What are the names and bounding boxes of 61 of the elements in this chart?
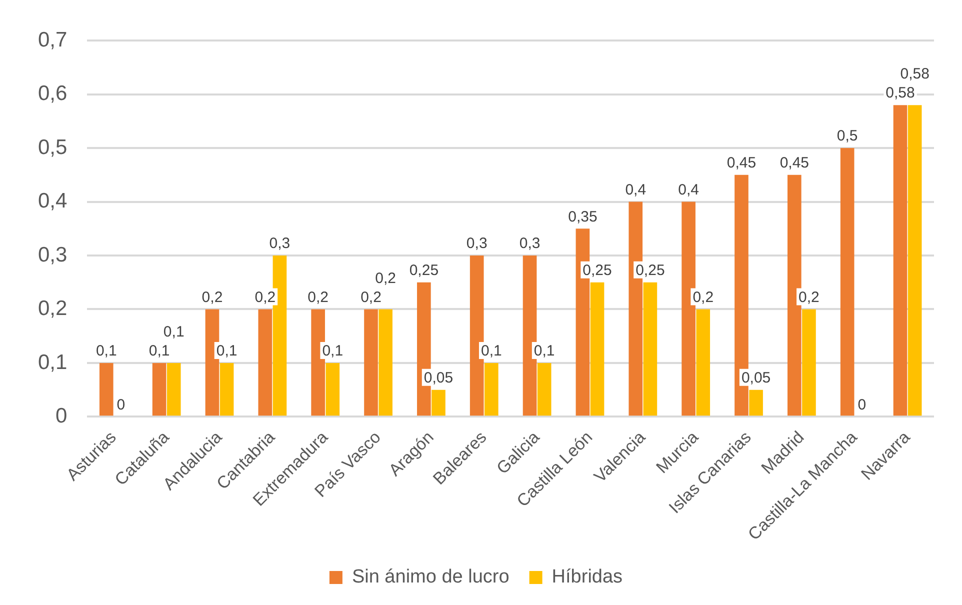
data-label: 0,45	[780, 154, 810, 172]
data-label: 0,2	[202, 288, 223, 306]
bar	[537, 362, 552, 416]
data-label: 0,3	[269, 235, 290, 252]
bar	[484, 362, 498, 416]
data-label: 0,1	[96, 342, 117, 360]
data-label: 0,3	[466, 235, 488, 252]
bar	[696, 309, 710, 416]
data-label: 0,5	[836, 128, 858, 145]
bar	[802, 309, 816, 416]
bar	[258, 309, 272, 416]
data-label: 0,25	[582, 262, 612, 280]
y-tick-label: 0,4	[38, 190, 68, 213]
bar	[840, 148, 854, 416]
data-label: 0,2	[692, 288, 714, 306]
data-label: 0,25	[636, 262, 665, 280]
data-label: 0,58	[886, 84, 915, 102]
bar	[432, 390, 446, 416]
data-label: 0,4	[678, 181, 699, 198]
bar	[326, 362, 340, 416]
data-label: 0,1	[148, 342, 170, 360]
bar	[590, 282, 604, 416]
legend-label: Sin ánimo de lucro	[352, 566, 510, 588]
data-label: 0,25	[409, 262, 439, 280]
data-label: 0,2	[254, 288, 276, 306]
data-label: 0,35	[568, 208, 598, 226]
data-label: 0,2	[360, 288, 382, 306]
data-label: 0,1	[163, 324, 184, 341]
bar	[99, 362, 114, 416]
data-label: 0,1	[480, 342, 502, 360]
bar	[749, 390, 763, 416]
data-label: 0,2	[798, 288, 820, 306]
bar	[378, 309, 392, 416]
bar	[364, 309, 378, 416]
data-label: 0,58	[900, 66, 930, 83]
bar	[643, 282, 658, 416]
data-label: 0,4	[625, 181, 646, 198]
data-label: 0,05	[741, 369, 771, 386]
data-label: 0,45	[726, 154, 756, 172]
data-label: 0	[116, 396, 126, 414]
data-label: 0,1	[534, 342, 555, 360]
data-label: 0,1	[322, 342, 344, 360]
data-label: 0,2	[375, 270, 396, 287]
bar	[166, 362, 181, 416]
y-tick-label: 0,6	[38, 82, 68, 106]
data-label: 0	[858, 396, 866, 414]
y-tick-label: 0,1	[38, 350, 68, 374]
data-label: 0,05	[424, 369, 454, 386]
y-tick-label: 0,7	[38, 28, 68, 52]
bar	[893, 105, 908, 416]
legend-label: Híbridas	[552, 566, 623, 588]
bar	[908, 105, 922, 416]
bar	[152, 362, 166, 416]
y-tick-label: 0,2	[38, 297, 68, 320]
y-tick-label: 0	[56, 404, 68, 428]
y-tick-label: 0,5	[38, 136, 68, 159]
bar	[220, 362, 234, 416]
data-label: 0,1	[216, 342, 238, 360]
data-label: 0,2	[308, 288, 329, 306]
y-tick-label: 0,3	[38, 243, 68, 266]
data-label: 0,3	[519, 235, 540, 252]
